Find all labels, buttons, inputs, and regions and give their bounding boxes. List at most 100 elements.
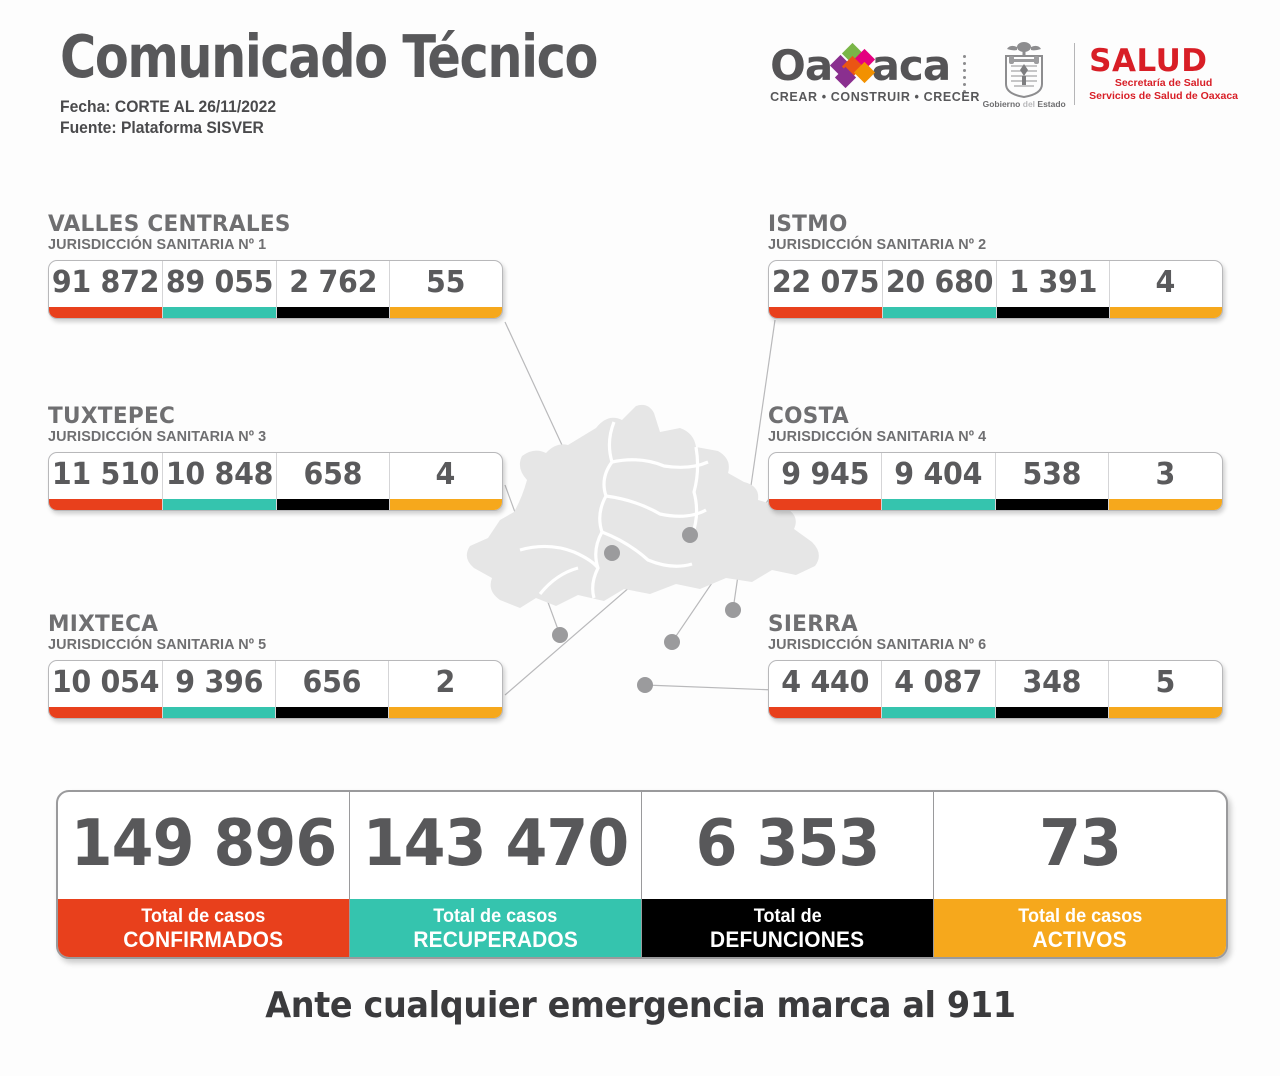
stat-value: 22 075 [771, 265, 880, 300]
bar-activos [389, 307, 502, 318]
bar-recuperados [882, 707, 995, 718]
jurisdiction-card-istmo: ISTMO JURISDICCIÓN SANITARIA Nº 2 22 075… [768, 212, 1223, 319]
stat-defunciones: 348 [995, 661, 1109, 718]
stat-value: 20 680 [885, 265, 994, 300]
jurisdiction-card-costa: COSTA JURISDICCIÓN SANITARIA Nº 4 9 945 … [768, 404, 1223, 511]
stat-value: 3 [1155, 457, 1176, 492]
jurisdiction-subtitle: JURISDICCIÓN SANITARIA Nº 6 [768, 636, 987, 653]
jurisdiction-name: VALLES CENTRALES [48, 211, 291, 237]
source-line: Fuente: Plataforma SISVER [60, 118, 609, 139]
meta-block: Fecha: CORTE AL 26/11/2022 Fuente: Plata… [60, 97, 637, 139]
total-defunciones: 6 353 Total de DEFUNCIONES [642, 792, 934, 957]
total-recuperados: 143 470 Total de casos RECUPERADOS [350, 792, 642, 957]
jurisdiction-card-mixteca: MIXTECA JURISDICCIÓN SANITARIA Nº 5 10 0… [48, 612, 503, 719]
stat-value: 2 [435, 665, 456, 700]
jurisdiction-name: SIERRA [768, 611, 859, 637]
stat-confirmados: 4 440 [769, 661, 883, 718]
stat-confirmados: 11 510 [49, 453, 164, 510]
stat-value: 4 [1155, 265, 1176, 300]
eagle-crest-icon [997, 40, 1051, 98]
total-value: 73 [1039, 806, 1122, 881]
logo-divider [1074, 43, 1076, 105]
total-label: Total de casos ACTIVOS [934, 899, 1226, 957]
bar-confirmados [49, 307, 163, 318]
total-label: Total de casos CONFIRMADOS [58, 899, 349, 957]
date-label: Fecha: [60, 98, 111, 116]
map-markers [552, 527, 741, 693]
stat-value: 4 440 [781, 665, 870, 700]
salud-title: SALUD [1089, 43, 1208, 79]
total-value: 149 896 [70, 806, 337, 881]
map-silhouette [466, 404, 819, 608]
bar-defunciones [995, 707, 1108, 718]
stat-activos: 55 [389, 261, 502, 318]
salud-subtitle-1: Secretaría de Salud [1114, 77, 1213, 89]
stat-value: 89 055 [165, 265, 274, 300]
stat-value: 656 [302, 665, 362, 700]
logo-group: Oa aca CREAR • CONSTRUIR • CRECER [770, 34, 1238, 114]
stat-recuperados: 89 055 [163, 261, 278, 318]
stat-defunciones: 2 762 [277, 261, 390, 318]
bar-defunciones [277, 499, 389, 510]
total-value: 6 353 [695, 806, 881, 881]
stat-value: 5 [1155, 665, 1176, 700]
jurisdiction-stats-box: 4 440 4 087 348 5 [768, 660, 1223, 719]
stat-defunciones: 656 [276, 661, 390, 718]
stat-value: 2 762 [288, 265, 377, 300]
page-title: Comunicado Técnico [60, 22, 598, 91]
stat-recuperados: 20 680 [883, 261, 998, 318]
stat-value: 9 396 [175, 665, 263, 700]
jurisdiction-subtitle: JURISDICCIÓN SANITARIA Nº 2 [768, 236, 987, 253]
gobierno-caption-word1: Gobierno [982, 98, 1021, 109]
map-connector-lines [504, 319, 776, 696]
jurisdiction-stats-box: 11 510 10 848 658 4 [48, 452, 503, 511]
bar-defunciones [277, 307, 389, 318]
jurisdiction-name: ISTMO [768, 211, 848, 237]
stat-value: 658 [303, 457, 363, 492]
stat-value: 348 [1022, 665, 1081, 700]
bar-confirmados [769, 707, 882, 718]
total-label-line1: Total de casos [1017, 906, 1143, 927]
stat-recuperados: 10 848 [163, 453, 278, 510]
total-label-line2: DEFUNCIONES [710, 927, 865, 952]
jurisdiction-card-tuxtepec: TUXTEPEC JURISDICCIÓN SANITARIA Nº 3 11 … [48, 404, 503, 511]
bar-recuperados [163, 707, 276, 718]
state-totals-panel: 149 896 Total de casos CONFIRMADOS 143 4… [56, 790, 1228, 959]
jurisdiction-subtitle: JURISDICCIÓN SANITARIA Nº 1 [48, 236, 267, 253]
stat-value: 10 054 [51, 665, 160, 700]
jurisdiction-stats-box: 22 075 20 680 1 391 4 [768, 260, 1223, 319]
date-line: Fecha: CORTE AL 26/11/2022 [60, 97, 609, 118]
total-label-line2: ACTIVOS [1032, 927, 1128, 952]
total-confirmados: 149 896 Total de casos CONFIRMADOS [58, 792, 350, 957]
stat-value: 9 404 [894, 457, 983, 492]
bar-recuperados [163, 499, 277, 510]
bar-recuperados [163, 307, 277, 318]
jurisdiction-card-sierra: SIERRA JURISDICCIÓN SANITARIA Nº 6 4 440… [768, 612, 1223, 719]
source-label: Fuente: [60, 119, 117, 137]
stat-activos: 4 [389, 453, 502, 510]
title-block: Comunicado Técnico Fecha: CORTE AL 26/11… [60, 26, 637, 139]
bar-confirmados [49, 707, 163, 718]
dotted-separator [956, 46, 972, 102]
stat-defunciones: 538 [995, 453, 1109, 510]
stat-confirmados: 91 872 [49, 261, 164, 318]
total-label-line1: Total de casos [433, 906, 558, 927]
total-label: Total de casos RECUPERADOS [350, 899, 641, 957]
stat-activos: 5 [1108, 661, 1222, 718]
total-label: Total de DEFUNCIONES [642, 899, 933, 957]
stat-recuperados: 4 087 [882, 661, 996, 718]
stat-confirmados: 22 075 [769, 261, 884, 318]
total-label-line2: RECUPERADOS [413, 927, 578, 952]
stat-recuperados: 9 404 [882, 453, 996, 510]
salud-subtitle-2: Servicios de Salud de Oaxaca [1089, 90, 1238, 102]
jurisdiction-subtitle: JURISDICCIÓN SANITARIA Nº 5 [48, 636, 267, 653]
stat-value: 10 848 [165, 457, 274, 492]
gobierno-logo: Gobierno del Estado [978, 40, 1070, 109]
bar-activos [1109, 307, 1222, 318]
oaxaca-tagline: CREAR • CONSTRUIR • CRECER [770, 90, 980, 104]
gobierno-caption-word3: Estado [1037, 98, 1066, 109]
total-label-line1: Total de [753, 906, 822, 927]
stat-confirmados: 9 945 [769, 453, 883, 510]
emergency-text: Ante cualquier emergencia marca al 911 [264, 985, 1016, 1026]
header: Comunicado Técnico Fecha: CORTE AL 26/11… [0, 0, 1280, 175]
